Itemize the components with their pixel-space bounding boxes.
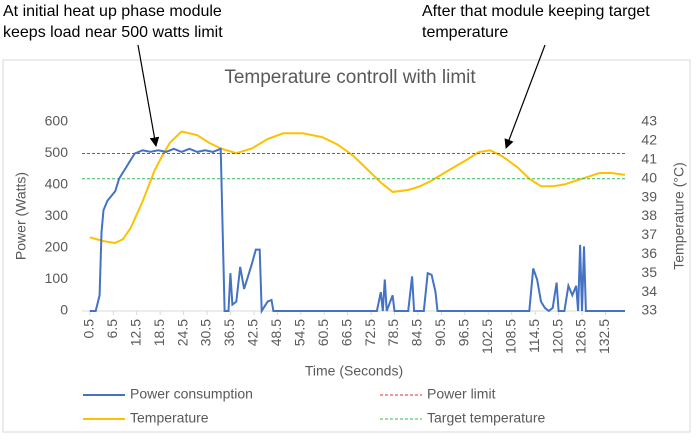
y2-tick-label: 40 bbox=[641, 169, 657, 185]
x-tick-label: 114.5 bbox=[526, 319, 542, 353]
x-tick-label: 54.5 bbox=[291, 319, 307, 346]
x-tick-label: 132.5 bbox=[596, 319, 612, 354]
y2-tick-label: 37 bbox=[641, 226, 657, 242]
y-tick-label: 300 bbox=[45, 207, 69, 223]
y2-tick-label: 39 bbox=[641, 188, 657, 204]
x-tick-label: 30.5 bbox=[198, 319, 214, 346]
chart-frame bbox=[2, 59, 691, 433]
y2-tick-label: 34 bbox=[641, 283, 657, 299]
x-tick-label: 42.5 bbox=[245, 319, 261, 346]
y-tick-label: 200 bbox=[45, 239, 69, 255]
y-tick-label: 100 bbox=[45, 270, 69, 286]
y-axis-title: Power (Watts) bbox=[13, 172, 29, 260]
y2-tick-label: 36 bbox=[641, 245, 657, 261]
x-tick-label: 84.5 bbox=[409, 319, 425, 346]
legend-label: Power consumption bbox=[130, 386, 253, 402]
x-tick-label: 6.5 bbox=[104, 319, 120, 339]
y-tick-label: 0 bbox=[60, 302, 68, 318]
x-tick-label: 120.5 bbox=[549, 319, 565, 354]
arrow bbox=[137, 44, 160, 147]
y2-tick-label: 42 bbox=[641, 132, 657, 148]
x-tick-label: 66.5 bbox=[338, 319, 354, 346]
legend-label: Power limit bbox=[427, 386, 496, 402]
x-tick-label: 90.5 bbox=[432, 319, 448, 346]
annotation: After that module keeping target bbox=[422, 3, 650, 20]
annotation: At initial heat up phase module bbox=[3, 3, 222, 20]
x-tick-label: 12.5 bbox=[127, 319, 143, 346]
y2-axis-title: Temperature (°C) bbox=[671, 162, 687, 270]
chart-title: Temperature controll with limit bbox=[224, 67, 476, 88]
y-tick-label: 600 bbox=[45, 113, 69, 129]
legend-label: Temperature bbox=[130, 410, 209, 426]
x-tick-label: 96.5 bbox=[456, 319, 472, 346]
y2-tick-label: 43 bbox=[641, 113, 657, 129]
annotation: keeps load near 500 watts limit bbox=[3, 24, 223, 41]
x-tick-label: 48.5 bbox=[268, 319, 284, 346]
legend-label: Target temperature bbox=[427, 410, 545, 426]
y2-tick-label: 38 bbox=[641, 207, 657, 223]
x-tick-label: 126.5 bbox=[573, 319, 589, 354]
series-line bbox=[89, 147, 625, 315]
x-tick-label: 78.5 bbox=[385, 319, 401, 346]
y2-tick-label: 41 bbox=[641, 151, 657, 167]
annotation: temperature bbox=[422, 24, 508, 41]
x-tick-label: 36.5 bbox=[221, 319, 237, 346]
y2-tick-label: 35 bbox=[641, 264, 657, 280]
arrow bbox=[504, 44, 546, 149]
x-tick-label: 24.5 bbox=[174, 319, 190, 346]
y-tick-label: 400 bbox=[45, 176, 69, 192]
y-tick-label: 500 bbox=[45, 144, 69, 160]
x-tick-label: 60.5 bbox=[315, 319, 331, 346]
x-axis-title: Time (Seconds) bbox=[305, 363, 403, 379]
x-tick-label: 18.5 bbox=[151, 319, 167, 346]
x-tick-label: 72.5 bbox=[362, 319, 378, 346]
y2-tick-label: 33 bbox=[641, 302, 657, 318]
x-tick-label: 0.5 bbox=[81, 319, 97, 339]
x-tick-label: 108.5 bbox=[502, 319, 518, 354]
series-line bbox=[89, 130, 626, 245]
x-tick-label: 102.5 bbox=[479, 319, 495, 354]
